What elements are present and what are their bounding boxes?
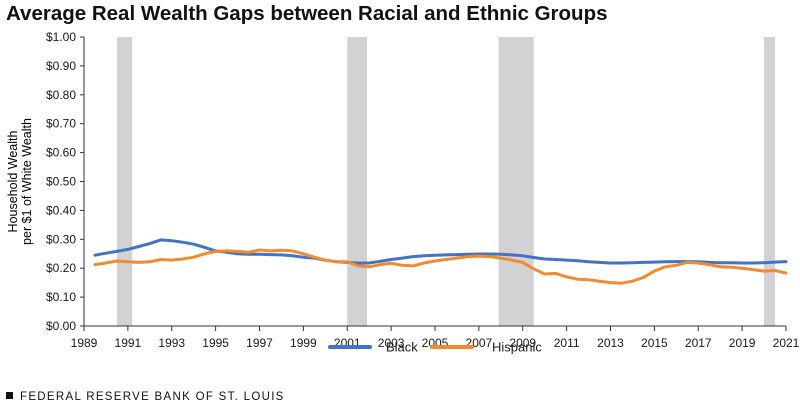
footer-text: FEDERAL RESERVE BANK OF ST. LOUIS bbox=[20, 391, 285, 403]
x-tick-label: 1989 bbox=[71, 336, 98, 350]
y-tick-label: $0.30 bbox=[46, 232, 76, 246]
x-tick-label: 2017 bbox=[685, 336, 712, 350]
y-axis-title-line: per $1 of White Wealth bbox=[20, 118, 34, 245]
y-tick-label: $0.50 bbox=[46, 175, 76, 189]
footer-square-icon bbox=[6, 392, 13, 399]
chart-title: Average Real Wealth Gaps between Racial … bbox=[6, 2, 608, 25]
y-tick-label: $1.00 bbox=[46, 30, 76, 44]
recession-band-0 bbox=[116, 37, 133, 326]
recession-band-1 bbox=[347, 37, 367, 326]
recession-band-2 bbox=[498, 37, 534, 326]
source-footer: FEDERAL RESERVE BANK OF ST. LOUIS bbox=[6, 391, 285, 403]
y-tick-label: $0.90 bbox=[46, 59, 76, 73]
y-tick-label: $0.60 bbox=[46, 146, 76, 160]
x-tick-label: 1993 bbox=[158, 336, 185, 350]
series-line-black bbox=[93, 238, 788, 265]
y-axis-title: Household Wealthper $1 of White Wealth bbox=[6, 118, 34, 245]
y-tick-label: $0.20 bbox=[46, 261, 76, 275]
chart-canvas: $0.00 $0.10 $0.20 $0.30 $0.40 $0.50 $0.60 $0.70… bbox=[6, 30, 800, 355]
x-tick-label: 1991 bbox=[115, 336, 142, 350]
x-tick-label: 2003 bbox=[378, 336, 405, 350]
y-tick-label: $0.10 bbox=[46, 290, 76, 304]
x-tick-label: 1997 bbox=[246, 336, 273, 350]
x-tick-label: 2021 bbox=[773, 336, 800, 350]
y-tick-label: $0.80 bbox=[46, 88, 76, 102]
legend-label-black: Black bbox=[386, 340, 418, 355]
x-tick-label: 1999 bbox=[290, 336, 317, 350]
x-tick-label: 1995 bbox=[202, 336, 229, 350]
y-tick-label: $0.40 bbox=[46, 203, 76, 217]
y-axis-title-line: Household Wealth bbox=[6, 130, 20, 232]
x-tick-label: 2015 bbox=[641, 336, 668, 350]
recession-bands bbox=[116, 37, 776, 326]
x-tick-label: 2009 bbox=[509, 336, 536, 350]
legend: Black Hispanic bbox=[328, 340, 542, 355]
series-line-hispanic bbox=[93, 248, 788, 285]
x-tick-label: 2011 bbox=[554, 336, 580, 350]
y-axis-label: Household Wealthper $1 of White Wealth bbox=[6, 118, 34, 245]
y-tick-label: $0.70 bbox=[46, 117, 76, 131]
x-tick-label: 2013 bbox=[597, 336, 624, 350]
tick-labels: $0.00 $0.10 $0.20 $0.30 $0.40 $0.50 $0.60 $0.70… bbox=[46, 30, 800, 350]
x-tick-label: 2019 bbox=[729, 336, 756, 350]
y-tick-label: $0.00 bbox=[46, 319, 76, 333]
series-lines bbox=[93, 238, 788, 285]
axes bbox=[80, 36, 787, 331]
recession-band-3 bbox=[764, 37, 776, 326]
legend-label-hispanic: Hispanic bbox=[492, 340, 542, 355]
